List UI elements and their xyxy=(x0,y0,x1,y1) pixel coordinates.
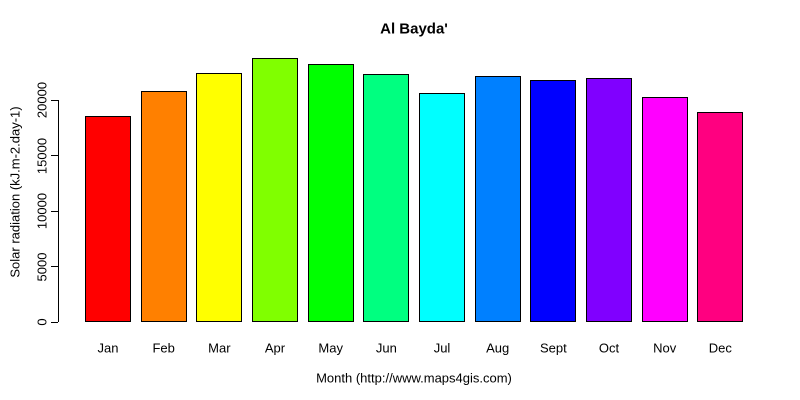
y-tick-label: 15000 xyxy=(34,137,50,174)
bar-aug xyxy=(474,75,521,322)
x-tick-label-oct: Oct xyxy=(598,340,620,356)
bar-mar xyxy=(196,73,243,322)
x-tick-label-may: May xyxy=(318,340,343,356)
bar-jul xyxy=(419,93,466,322)
x-tick-label-dec: Dec xyxy=(708,340,732,356)
y-tick-mark xyxy=(51,321,58,323)
x-tick-label-aug: Aug xyxy=(486,340,510,356)
x-axis-label: Month (http://www.maps4gis.com) xyxy=(316,370,512,386)
y-tick-mark xyxy=(51,210,58,212)
bar-oct xyxy=(586,77,633,322)
y-tick-mark xyxy=(51,266,58,267)
x-tick-label-sept: Sept xyxy=(539,340,567,356)
chart-title: Al Bayda' xyxy=(380,20,448,38)
bar-jun xyxy=(363,74,410,322)
y-tick-mark xyxy=(51,99,58,101)
x-tick-label-jan: Jan xyxy=(97,340,119,356)
y-tick-label: 0 xyxy=(34,318,50,326)
x-tick-label-apr: Apr xyxy=(264,340,286,356)
bar-apr xyxy=(252,57,298,322)
y-tick-label: 5000 xyxy=(34,252,50,281)
x-tick-label-feb: Feb xyxy=(152,340,175,356)
y-tick-mark xyxy=(51,155,58,156)
bar-jan xyxy=(85,115,131,322)
bar-nov xyxy=(641,96,688,322)
bar-may xyxy=(307,64,354,322)
bar-sept xyxy=(530,80,577,322)
y-tick-label: 20000 xyxy=(34,81,50,119)
bar-feb xyxy=(140,91,187,322)
y-axis-line xyxy=(58,100,59,322)
x-tick-label-jun: Jun xyxy=(375,340,397,356)
x-tick-label-nov: Nov xyxy=(653,340,677,356)
x-tick-label-mar: Mar xyxy=(208,340,231,356)
bar-dec xyxy=(697,112,744,322)
y-tick-label: 10000 xyxy=(34,192,50,230)
x-tick-label-jul: Jul xyxy=(433,340,451,356)
